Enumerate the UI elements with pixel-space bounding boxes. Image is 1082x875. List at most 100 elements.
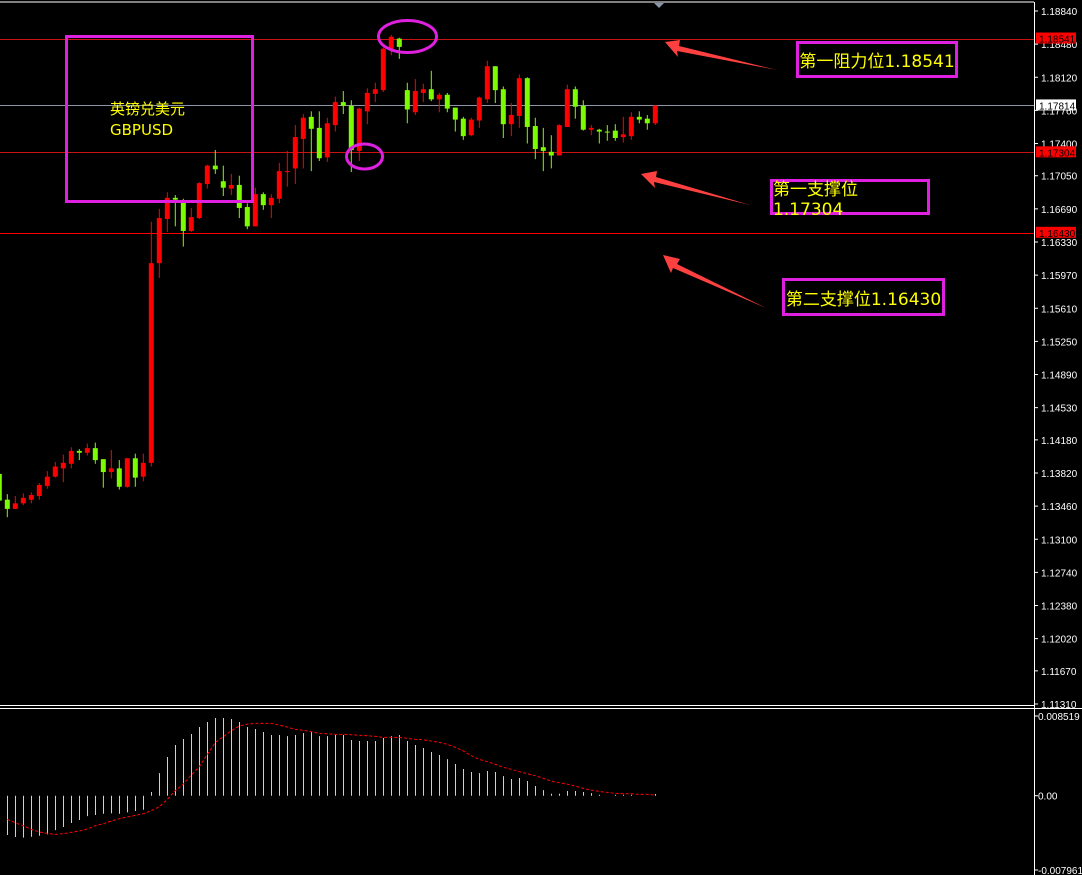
candle [580, 100, 586, 131]
level-price-tag: 1.17304 [1039, 148, 1076, 159]
candle [604, 125, 610, 141]
candle [316, 111, 322, 162]
candle-body [60, 462, 66, 469]
low-circle [345, 142, 384, 171]
candle-body [28, 495, 34, 500]
candle [540, 127, 546, 172]
candle-body [380, 48, 386, 91]
candle [508, 103, 514, 137]
price-tick-label: 1.12740 [1041, 568, 1078, 579]
candle-body [340, 102, 346, 106]
candle-body [428, 89, 434, 100]
candle-body [12, 503, 18, 509]
macd-tick-label: 0.00 [1038, 792, 1058, 803]
candle [36, 483, 42, 500]
candle-body [596, 129, 602, 132]
macd-tick-label: -0.007961 [1038, 866, 1082, 875]
candle [612, 124, 618, 141]
level-price-tag-bg [1036, 32, 1076, 44]
candle-body [0, 473, 2, 501]
price-tick-label: 1.13100 [1041, 535, 1078, 546]
candle-body [492, 66, 498, 91]
candle [492, 66, 498, 104]
candle-body [460, 118, 466, 137]
candle-body [468, 119, 474, 136]
price-tick-label: 1.17400 [1041, 140, 1078, 151]
candle [356, 107, 362, 162]
candle [212, 149, 218, 174]
candle [220, 165, 226, 196]
candle-body [44, 476, 50, 486]
candle-body [620, 134, 626, 138]
candle-body [588, 127, 594, 130]
candle [52, 461, 58, 478]
candle-body [236, 184, 242, 208]
shift-marker-icon[interactable] [654, 3, 664, 8]
candle [564, 84, 570, 127]
candle [572, 86, 578, 119]
candle [276, 162, 282, 204]
candle-body [124, 458, 130, 487]
current-price-tag: 1.17814 [1039, 101, 1076, 112]
candle-body [540, 147, 546, 151]
price-tick-label: 1.15610 [1041, 304, 1078, 315]
candle [188, 207, 194, 232]
price-tick-label: 1.18120 [1041, 73, 1078, 84]
candle [428, 70, 434, 102]
arrow-icon [665, 40, 777, 70]
candle-body [372, 89, 378, 94]
level-price-tag-bg [1036, 146, 1076, 158]
candle [20, 493, 26, 506]
candle [436, 92, 442, 113]
candle [588, 125, 594, 136]
candle-body [84, 448, 90, 453]
candle-body [52, 466, 58, 477]
candle-body [156, 218, 162, 264]
candle [0, 473, 2, 501]
candle [284, 150, 290, 187]
candle [460, 116, 466, 140]
candle-body [180, 202, 186, 231]
candle [396, 37, 402, 59]
candle-body [324, 123, 330, 158]
candle-body [452, 107, 458, 120]
candle [332, 96, 338, 132]
level-price-tag-bg [1036, 226, 1076, 238]
candle [100, 459, 106, 488]
candle [116, 460, 122, 490]
candle [348, 100, 354, 173]
candle-body [556, 125, 562, 156]
candle-body [252, 194, 258, 227]
price-tick-label: 1.11670 [1041, 667, 1077, 678]
price-tick-label: 1.18840 [1041, 7, 1078, 18]
candle-body [332, 102, 338, 126]
candle [620, 116, 626, 143]
price-tick-label: 1.17050 [1041, 172, 1078, 183]
candle [244, 203, 250, 230]
current-price-tag-bg [1036, 99, 1076, 111]
candle-body [316, 127, 322, 159]
price-tick-label: 1.15250 [1041, 337, 1078, 348]
candle [148, 221, 154, 467]
support-1-label: 第一支撑位1.17304 [770, 179, 930, 220]
candle [548, 135, 554, 169]
candle [372, 82, 378, 103]
candle [180, 198, 186, 247]
candle-body [116, 468, 122, 487]
candle [308, 111, 314, 172]
candle-body [220, 181, 226, 188]
candle [268, 194, 274, 219]
candle-body [412, 91, 418, 113]
price-tick-label: 1.18480 [1041, 40, 1078, 51]
candle [124, 458, 130, 488]
candle-body [292, 137, 298, 169]
candle-body [268, 197, 274, 206]
arrow-icon [663, 255, 766, 308]
candle-body [436, 94, 442, 100]
candle-body [172, 197, 178, 200]
candle-body [260, 194, 266, 206]
candle [204, 164, 210, 189]
price-tick-label: 1.17760 [1041, 106, 1078, 117]
candle-body [604, 131, 610, 133]
